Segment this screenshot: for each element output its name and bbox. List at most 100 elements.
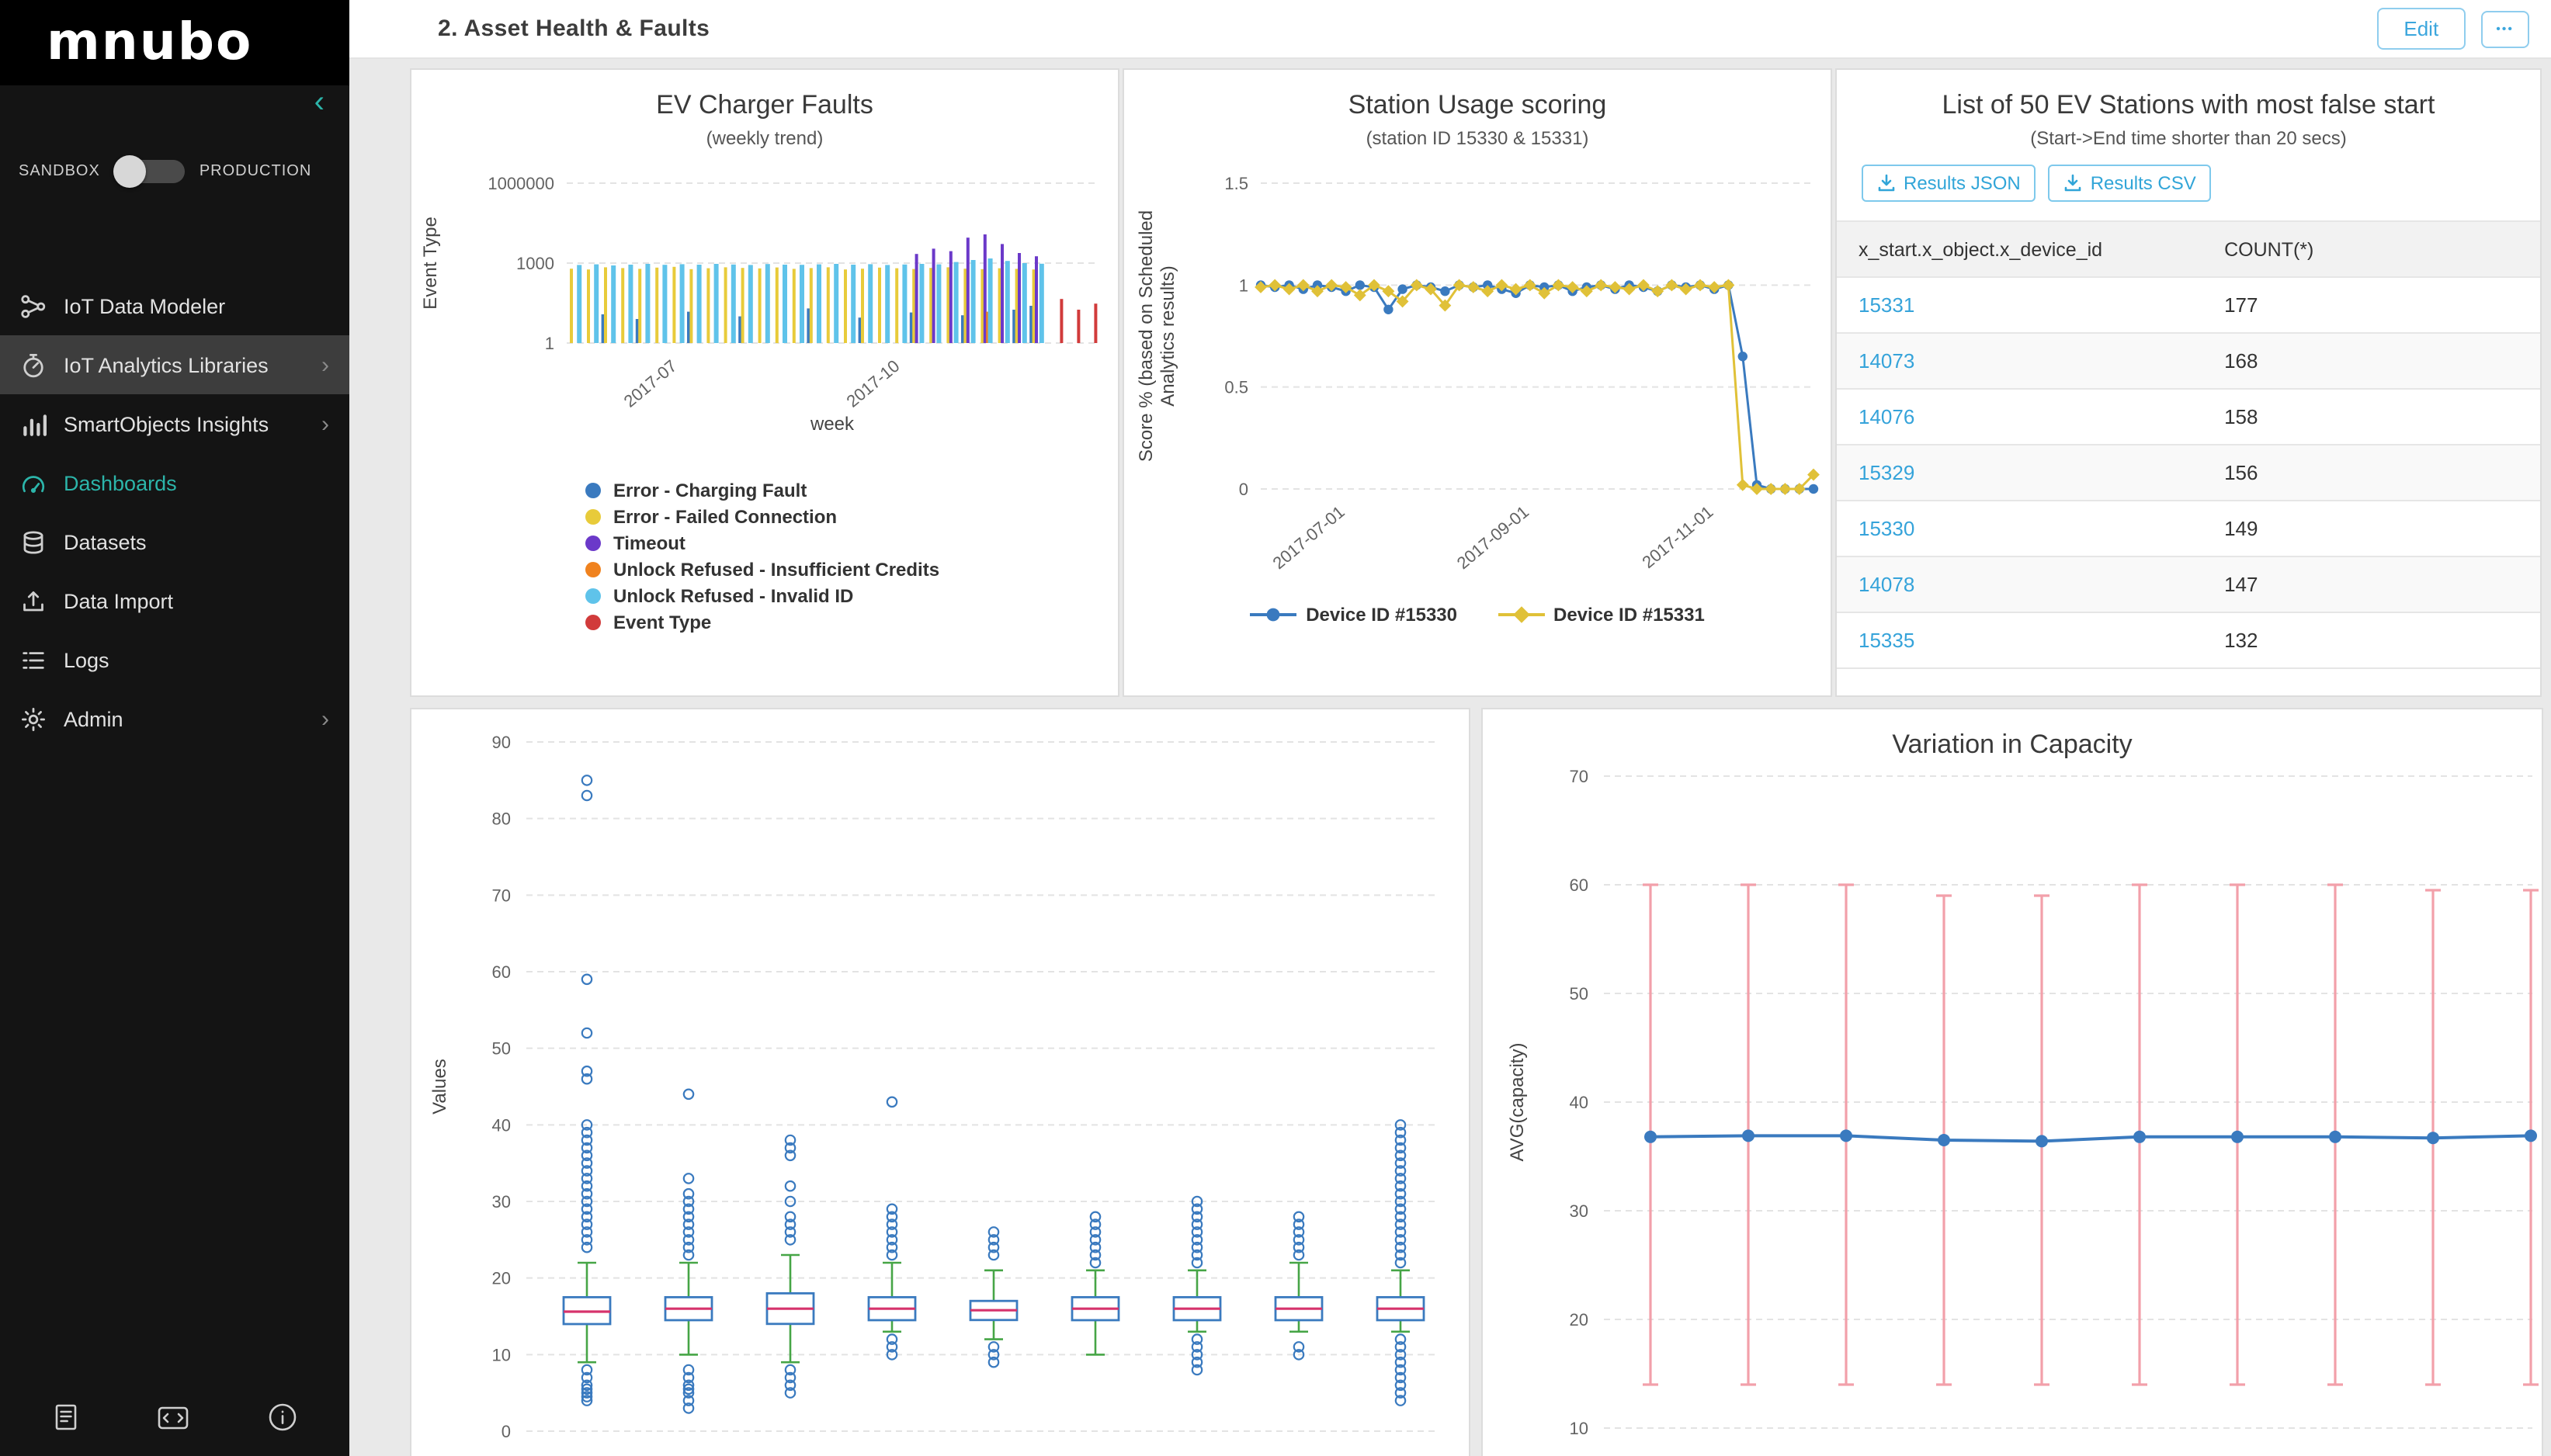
column-header-count: COUNT(*) (2202, 220, 2540, 278)
legend-marker (1250, 608, 1297, 622)
device-id-cell: 14076 (1837, 389, 2203, 445)
faults-legend-item[interactable]: Error - Failed Connection (585, 503, 1118, 529)
sidebar-item-data-import[interactable]: Data Import (0, 571, 349, 630)
sidebar-item-dashboards[interactable]: Dashboards (0, 453, 349, 512)
top-row: EV Charger Faults (weekly trend) 1000000… (410, 68, 2551, 697)
sidebar-item-label: Dashboards (64, 471, 177, 494)
svg-text:40: 40 (492, 1115, 511, 1135)
device-id-link[interactable]: 15329 (1859, 461, 1915, 484)
collapse-row: ‹ (0, 85, 349, 123)
sidebar-item-datasets[interactable]: Datasets (0, 512, 349, 571)
sidebar-item-iot-data-modeler[interactable]: IoT Data Modeler (0, 276, 349, 335)
chevron-right-icon: › (321, 705, 329, 732)
device-id-link[interactable]: 15331 (1859, 293, 1915, 317)
database-icon (20, 529, 47, 555)
stopwatch-icon (20, 352, 47, 378)
svg-text:Score % (based on Scheduled: Score % (based on Scheduled (1136, 210, 1157, 462)
environment-switch[interactable] (113, 155, 186, 188)
svg-text:20: 20 (1570, 1310, 1588, 1329)
sidebar-footer (0, 1402, 349, 1456)
count-cell: 158 (2202, 389, 2540, 445)
sidebar-item-label: IoT Analytics Libraries (64, 353, 269, 376)
device-id-link[interactable]: 15330 (1859, 517, 1915, 540)
table-actions: Results JSON Results CSV (1862, 165, 2540, 202)
svg-text:60: 60 (1570, 875, 1588, 895)
station-table-row: 15329 156 (1837, 445, 2540, 501)
svg-text:Values: Values (429, 1059, 450, 1115)
list-icon (20, 647, 47, 673)
device-id-cell: 15331 (1837, 277, 2203, 334)
ev-charger-faults-chart: 1000000 1000 1 2017-07 2017-10 week Event Type (420, 174, 1098, 435)
card-ev-stations-list: List of 50 EV Stations with most false s… (1835, 68, 2542, 697)
sidebar-item-iot-analytics-libraries[interactable]: IoT Analytics Libraries › (0, 335, 349, 394)
table-header-row: x_start.x_object.x_device_id COUNT(*) (1837, 220, 2540, 278)
station-table-row: 14073 168 (1837, 333, 2540, 390)
station-usage-scoring-chart: 0 0.5 1 1.5 2017-07-01 2017-09-01 2017-11-01 Sc… (1136, 174, 1820, 573)
info-icon[interactable] (267, 1402, 298, 1440)
device-id-link[interactable]: 15335 (1859, 629, 1915, 652)
svg-text:2017-10: 2017-10 (843, 356, 904, 411)
legend-swatch (585, 535, 601, 550)
score-legend-item[interactable]: Device ID #15331 (1498, 604, 1705, 626)
sandbox-label: SANDBOX (19, 163, 100, 180)
sidebar-item-label: SmartObjects Insights (64, 412, 269, 435)
svg-text:2017-07: 2017-07 (620, 356, 681, 411)
sidebar-item-label: Logs (64, 648, 109, 671)
faults-legend: Error - Charging Fault Error - Failed Con… (585, 477, 1118, 635)
faults-legend-item[interactable]: Event Type (585, 608, 1118, 635)
logo-row: mnubo (0, 0, 349, 85)
chevron-right-icon: › (321, 411, 329, 437)
sidebar-item-logs[interactable]: Logs (0, 630, 349, 689)
sidebar-nav: IoT Data Modeler IoT Analytics Libraries… (0, 276, 349, 748)
sidebar: mnubo ‹ SANDBOX PRODUCTION IoT Data Mode… (0, 0, 349, 1456)
count-cell: 156 (2202, 445, 2540, 501)
legend-swatch (585, 482, 601, 497)
sidebar-item-label: IoT Data Modeler (64, 294, 226, 317)
svg-text:Event Type: Event Type (420, 217, 441, 310)
gauge-icon (20, 470, 47, 496)
svg-text:0: 0 (502, 1422, 511, 1441)
sidebar-item-label: Datasets (64, 530, 147, 553)
svg-text:30: 30 (492, 1192, 511, 1212)
stations-table: x_start.x_object.x_device_id COUNT(*) 15… (1837, 220, 2540, 669)
production-label: PRODUCTION (199, 163, 312, 180)
svg-text:1000000: 1000000 (488, 174, 554, 193)
faults-legend-item[interactable]: Error - Charging Fault (585, 477, 1118, 503)
svg-text:1: 1 (1239, 276, 1248, 295)
code-icon[interactable] (158, 1402, 190, 1440)
dashboard-header: 2. Asset Health & Faults Edit ••• (349, 0, 2551, 59)
faults-legend-item[interactable]: Unlock Refused - Insufficient Credits (585, 556, 1118, 582)
sidebar-item-smartobjects-insights[interactable]: SmartObjects Insights › (0, 394, 349, 453)
news-icon[interactable] (51, 1402, 81, 1440)
device-id-cell: 15330 (1837, 501, 2203, 557)
device-id-link[interactable]: 14076 (1859, 405, 1915, 428)
legend-label: Unlock Refused - Insufficient Credits (613, 558, 940, 580)
faults-legend-item[interactable]: Unlock Refused - Invalid ID (585, 582, 1118, 608)
svg-text:1: 1 (545, 334, 554, 353)
device-id-cell: 14078 (1837, 556, 2203, 613)
results-json-button[interactable]: Results JSON (1862, 165, 2036, 202)
sidebar-item-label: Admin (64, 707, 123, 730)
results-csv-button[interactable]: Results CSV (2048, 165, 2212, 202)
chevron-right-icon: › (321, 352, 329, 378)
more-options-button[interactable]: ••• (2480, 10, 2529, 47)
device-id-link[interactable]: 14078 (1859, 573, 1915, 596)
faults-legend-item[interactable]: Timeout (585, 529, 1118, 556)
sidebar-item-admin[interactable]: Admin › (0, 689, 349, 748)
legend-swatch (585, 614, 601, 629)
chart-title: Station Usage scoring (1348, 90, 1607, 120)
station-table-row: 14078 147 (1837, 556, 2540, 613)
sidebar-collapse-icon[interactable]: ‹ (314, 85, 325, 120)
count-cell: 177 (2202, 277, 2540, 334)
device-id-link[interactable]: 14073 (1859, 349, 1915, 373)
score-legend-item[interactable]: Device ID #15330 (1250, 604, 1457, 626)
count-cell: 168 (2202, 333, 2540, 390)
table-title: List of 50 EV Stations with most false s… (1942, 90, 2435, 120)
device-id-cell: 15329 (1837, 445, 2203, 501)
edit-button[interactable]: Edit (2377, 8, 2466, 50)
card-values-boxplot: 90 80 70 60 50 40 30 20 10 0 Values (410, 708, 1470, 1456)
chart-subtitle: (weekly trend) (706, 127, 824, 149)
svg-text:20: 20 (492, 1269, 511, 1288)
card-variation-in-capacity: Variation in Capacity 70 60 50 40 30 20 10 AVG(… (1481, 708, 2543, 1456)
